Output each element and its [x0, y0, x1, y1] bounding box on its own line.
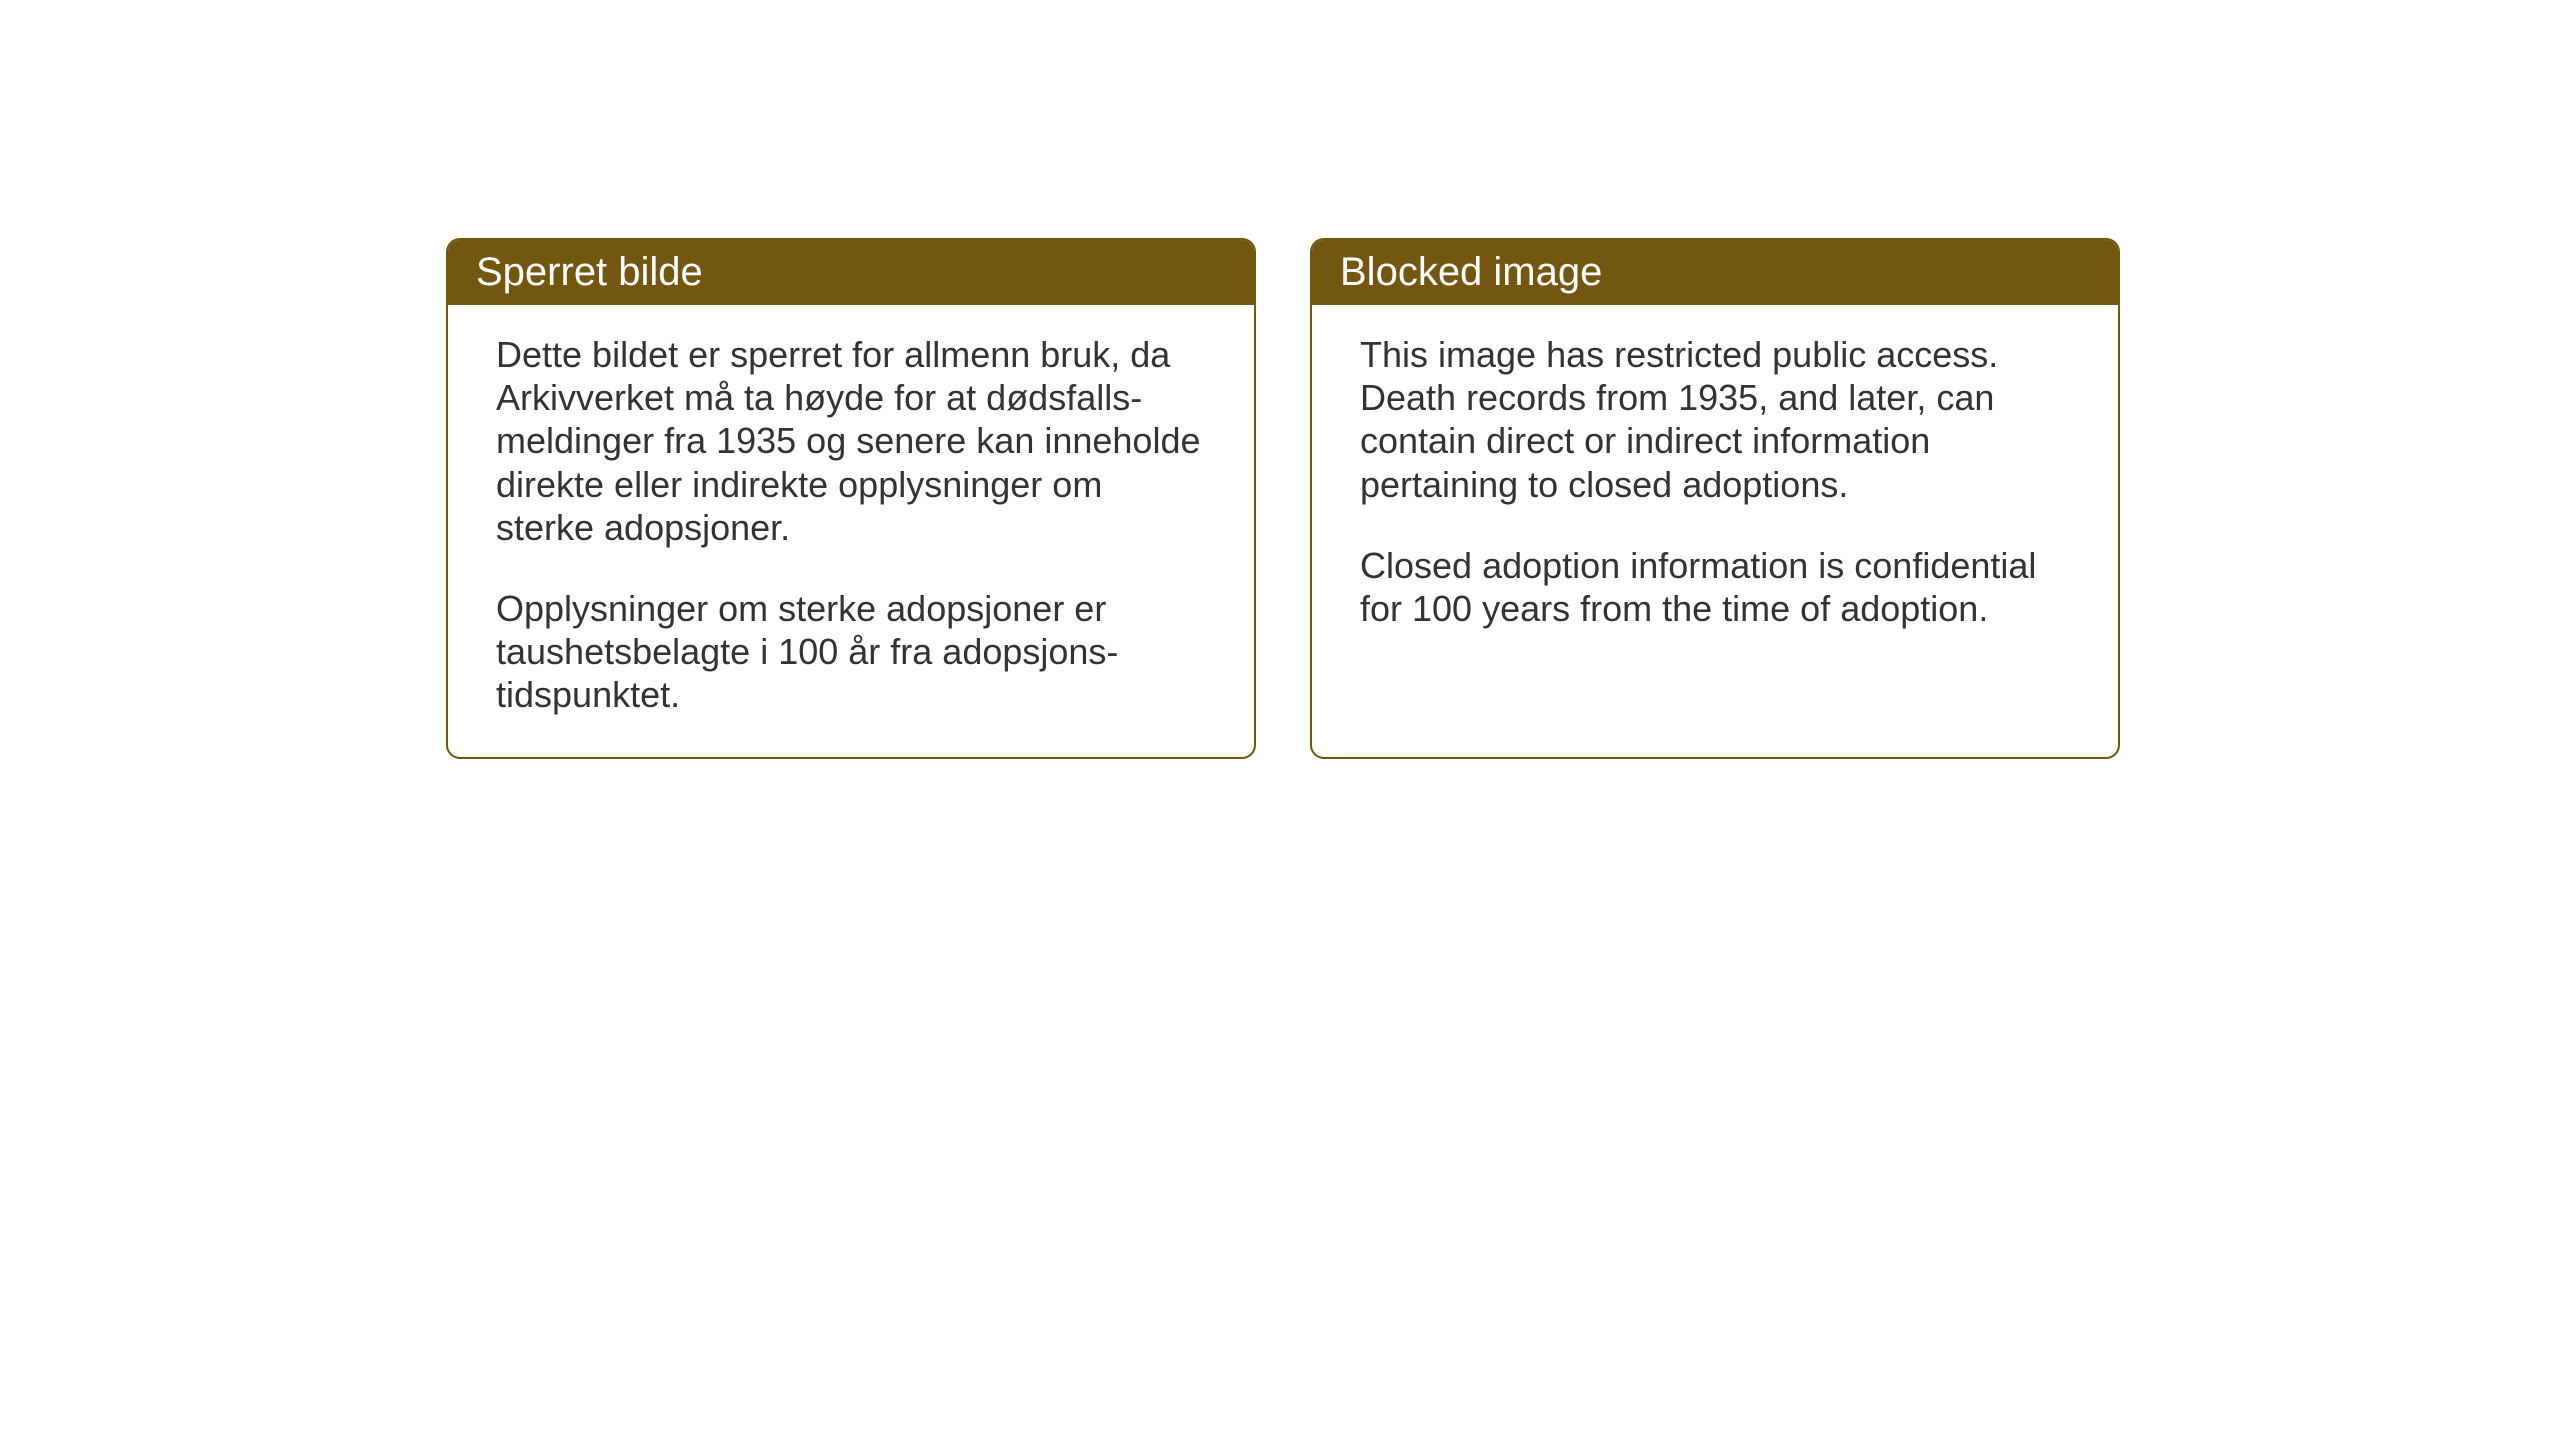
notice-paragraph-2-english: Closed adoption information is confident… — [1360, 544, 2070, 630]
notice-body-norwegian: Dette bildet er sperret for allmenn bruk… — [448, 305, 1254, 757]
notice-paragraph-1-norwegian: Dette bildet er sperret for allmenn bruk… — [496, 333, 1206, 549]
notice-box-norwegian: Sperret bilde Dette bildet er sperret fo… — [446, 238, 1256, 759]
notice-body-english: This image has restricted public access.… — [1312, 305, 2118, 757]
notice-title-norwegian: Sperret bilde — [476, 250, 703, 294]
notice-header-norwegian: Sperret bilde — [448, 240, 1254, 305]
notice-title-english: Blocked image — [1340, 250, 1602, 294]
notice-paragraph-1-english: This image has restricted public access.… — [1360, 333, 2070, 506]
notice-header-english: Blocked image — [1312, 240, 2118, 305]
notice-container: Sperret bilde Dette bildet er sperret fo… — [446, 238, 2120, 759]
notice-paragraph-2-norwegian: Opplysninger om sterke adopsjoner er tau… — [496, 587, 1206, 717]
notice-box-english: Blocked image This image has restricted … — [1310, 238, 2120, 759]
